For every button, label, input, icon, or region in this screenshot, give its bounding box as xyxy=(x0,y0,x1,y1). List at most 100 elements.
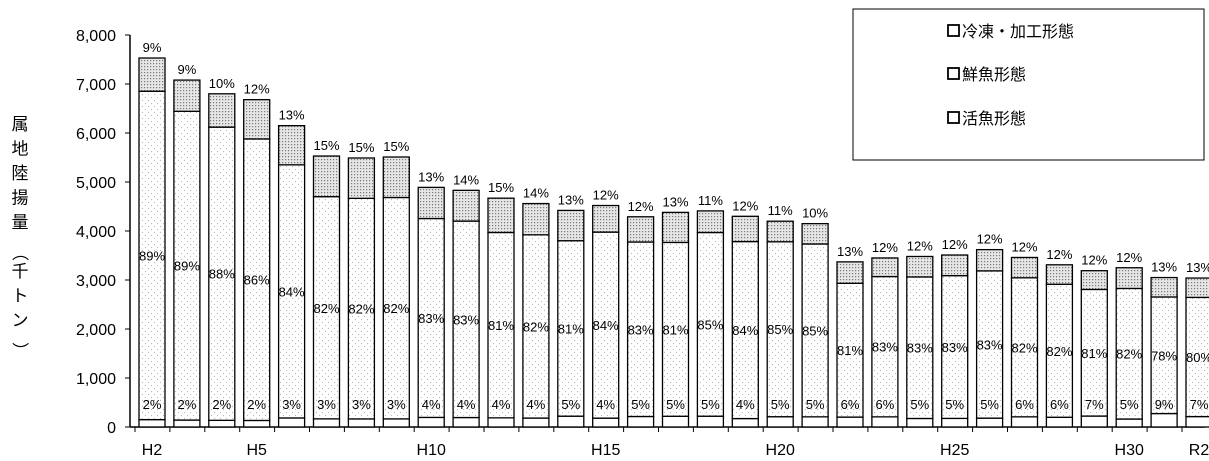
pct-label-live: 6% xyxy=(876,397,895,412)
pct-label-fresh: 81% xyxy=(558,321,584,336)
bar-fresh xyxy=(592,231,620,419)
pct-label-live: 3% xyxy=(387,397,406,412)
pct-label-frozen: 12% xyxy=(244,82,270,97)
pct-label-fresh: 83% xyxy=(942,340,968,355)
bar-fresh xyxy=(626,241,655,418)
bar-frozen xyxy=(1185,277,1209,299)
bar-fresh xyxy=(906,276,934,420)
bar-frozen xyxy=(173,79,201,112)
legend-box xyxy=(852,8,1205,161)
y-axis-title-char: 揚 xyxy=(12,189,29,209)
pct-label-live: 5% xyxy=(701,397,720,412)
pct-label-live: 5% xyxy=(666,397,685,412)
pct-label-frozen: 13% xyxy=(558,192,584,207)
y-axis-title-char: 量 xyxy=(12,213,29,233)
bar-live xyxy=(592,417,620,428)
pct-label-frozen: 13% xyxy=(418,169,444,184)
pct-label-live: 7% xyxy=(1085,397,1104,412)
y-tick-label: 3,000 xyxy=(76,273,116,290)
pct-label-fresh: 88% xyxy=(209,267,235,282)
pct-label-fresh: 85% xyxy=(802,323,828,338)
bar-frozen xyxy=(347,157,376,199)
bar-live xyxy=(243,419,271,428)
bar-live xyxy=(836,416,864,428)
bar-live xyxy=(417,416,445,428)
pct-label-frozen: 15% xyxy=(348,140,374,155)
x-tick-label: H15 xyxy=(591,442,620,459)
bar-live xyxy=(1010,416,1039,428)
bar-frozen xyxy=(557,209,585,242)
bar-live xyxy=(626,415,655,428)
bar-live xyxy=(312,418,341,428)
bar-live xyxy=(696,415,725,428)
pct-label-frozen: 12% xyxy=(977,232,1003,247)
pct-label-frozen: 15% xyxy=(313,138,339,153)
bar-fresh xyxy=(871,275,899,418)
pct-label-fresh: 82% xyxy=(523,319,549,334)
pct-label-live: 4% xyxy=(492,397,511,412)
y-axis-title-char: ） xyxy=(9,342,29,359)
bar-frozen xyxy=(836,261,864,284)
bar-frozen xyxy=(801,222,829,245)
pct-label-frozen: 13% xyxy=(1186,260,1209,275)
bar-live xyxy=(801,416,829,428)
pct-label-fresh: 89% xyxy=(174,259,200,274)
x-tick-label: H25 xyxy=(940,442,969,459)
bar-frozen xyxy=(452,189,480,222)
pct-label-live: 3% xyxy=(282,397,301,412)
x-tick-label: R2 xyxy=(1189,442,1209,459)
bar-live xyxy=(277,417,306,428)
x-tick-label: H10 xyxy=(417,442,446,459)
bar-fresh xyxy=(208,126,236,421)
bar-fresh xyxy=(1150,296,1178,415)
pct-label-fresh: 83% xyxy=(453,312,479,327)
x-tick-label: H5 xyxy=(246,442,267,459)
pct-label-live: 4% xyxy=(422,397,441,412)
bar-live xyxy=(173,419,201,428)
pct-label-frozen: 12% xyxy=(1081,253,1107,268)
pct-label-live: 4% xyxy=(457,397,476,412)
bar-frozen xyxy=(1150,276,1178,298)
bar-frozen xyxy=(871,257,899,278)
bar-frozen xyxy=(661,211,690,244)
pct-label-fresh: 82% xyxy=(313,301,339,316)
bar-fresh xyxy=(1010,277,1039,418)
bar-live xyxy=(766,416,794,428)
pct-label-live: 5% xyxy=(771,397,790,412)
bar-live xyxy=(1080,415,1108,428)
pct-label-frozen: 12% xyxy=(1116,250,1142,265)
pct-label-fresh: 82% xyxy=(383,301,409,316)
pct-label-frozen: 9% xyxy=(178,62,197,77)
pct-label-fresh: 85% xyxy=(697,317,723,332)
pct-label-frozen: 12% xyxy=(872,240,898,255)
pct-label-frozen: 15% xyxy=(488,180,514,195)
bar-live xyxy=(382,418,410,428)
y-tick-label: 2,000 xyxy=(76,322,116,339)
pct-label-live: 5% xyxy=(945,397,964,412)
pct-label-live: 3% xyxy=(352,397,371,412)
bar-live xyxy=(208,419,236,428)
pct-label-fresh: 81% xyxy=(837,343,863,358)
y-axis-title-char: （ xyxy=(9,244,29,261)
pct-label-frozen: 13% xyxy=(837,244,863,259)
bar-frozen xyxy=(766,220,794,243)
bar-live xyxy=(661,415,690,428)
pct-label-fresh: 80% xyxy=(1186,350,1209,365)
pct-label-frozen: 13% xyxy=(662,194,688,209)
y-tick-label: 8,000 xyxy=(76,28,116,45)
bar-live xyxy=(487,417,515,428)
bar-frozen xyxy=(1080,270,1108,291)
pct-label-fresh: 81% xyxy=(1081,346,1107,361)
bar-fresh xyxy=(312,196,341,420)
pct-label-frozen: 15% xyxy=(383,139,409,154)
x-tick-label: H2 xyxy=(142,442,163,459)
pct-label-live: 7% xyxy=(1190,397,1209,412)
bar-live xyxy=(975,417,1004,428)
bar-live xyxy=(906,417,934,428)
pct-label-frozen: 11% xyxy=(768,203,793,218)
pct-label-live: 2% xyxy=(212,397,231,412)
pct-label-live: 3% xyxy=(317,397,336,412)
pct-label-live: 2% xyxy=(143,397,162,412)
y-axis-title-char: 陸 xyxy=(12,164,29,184)
